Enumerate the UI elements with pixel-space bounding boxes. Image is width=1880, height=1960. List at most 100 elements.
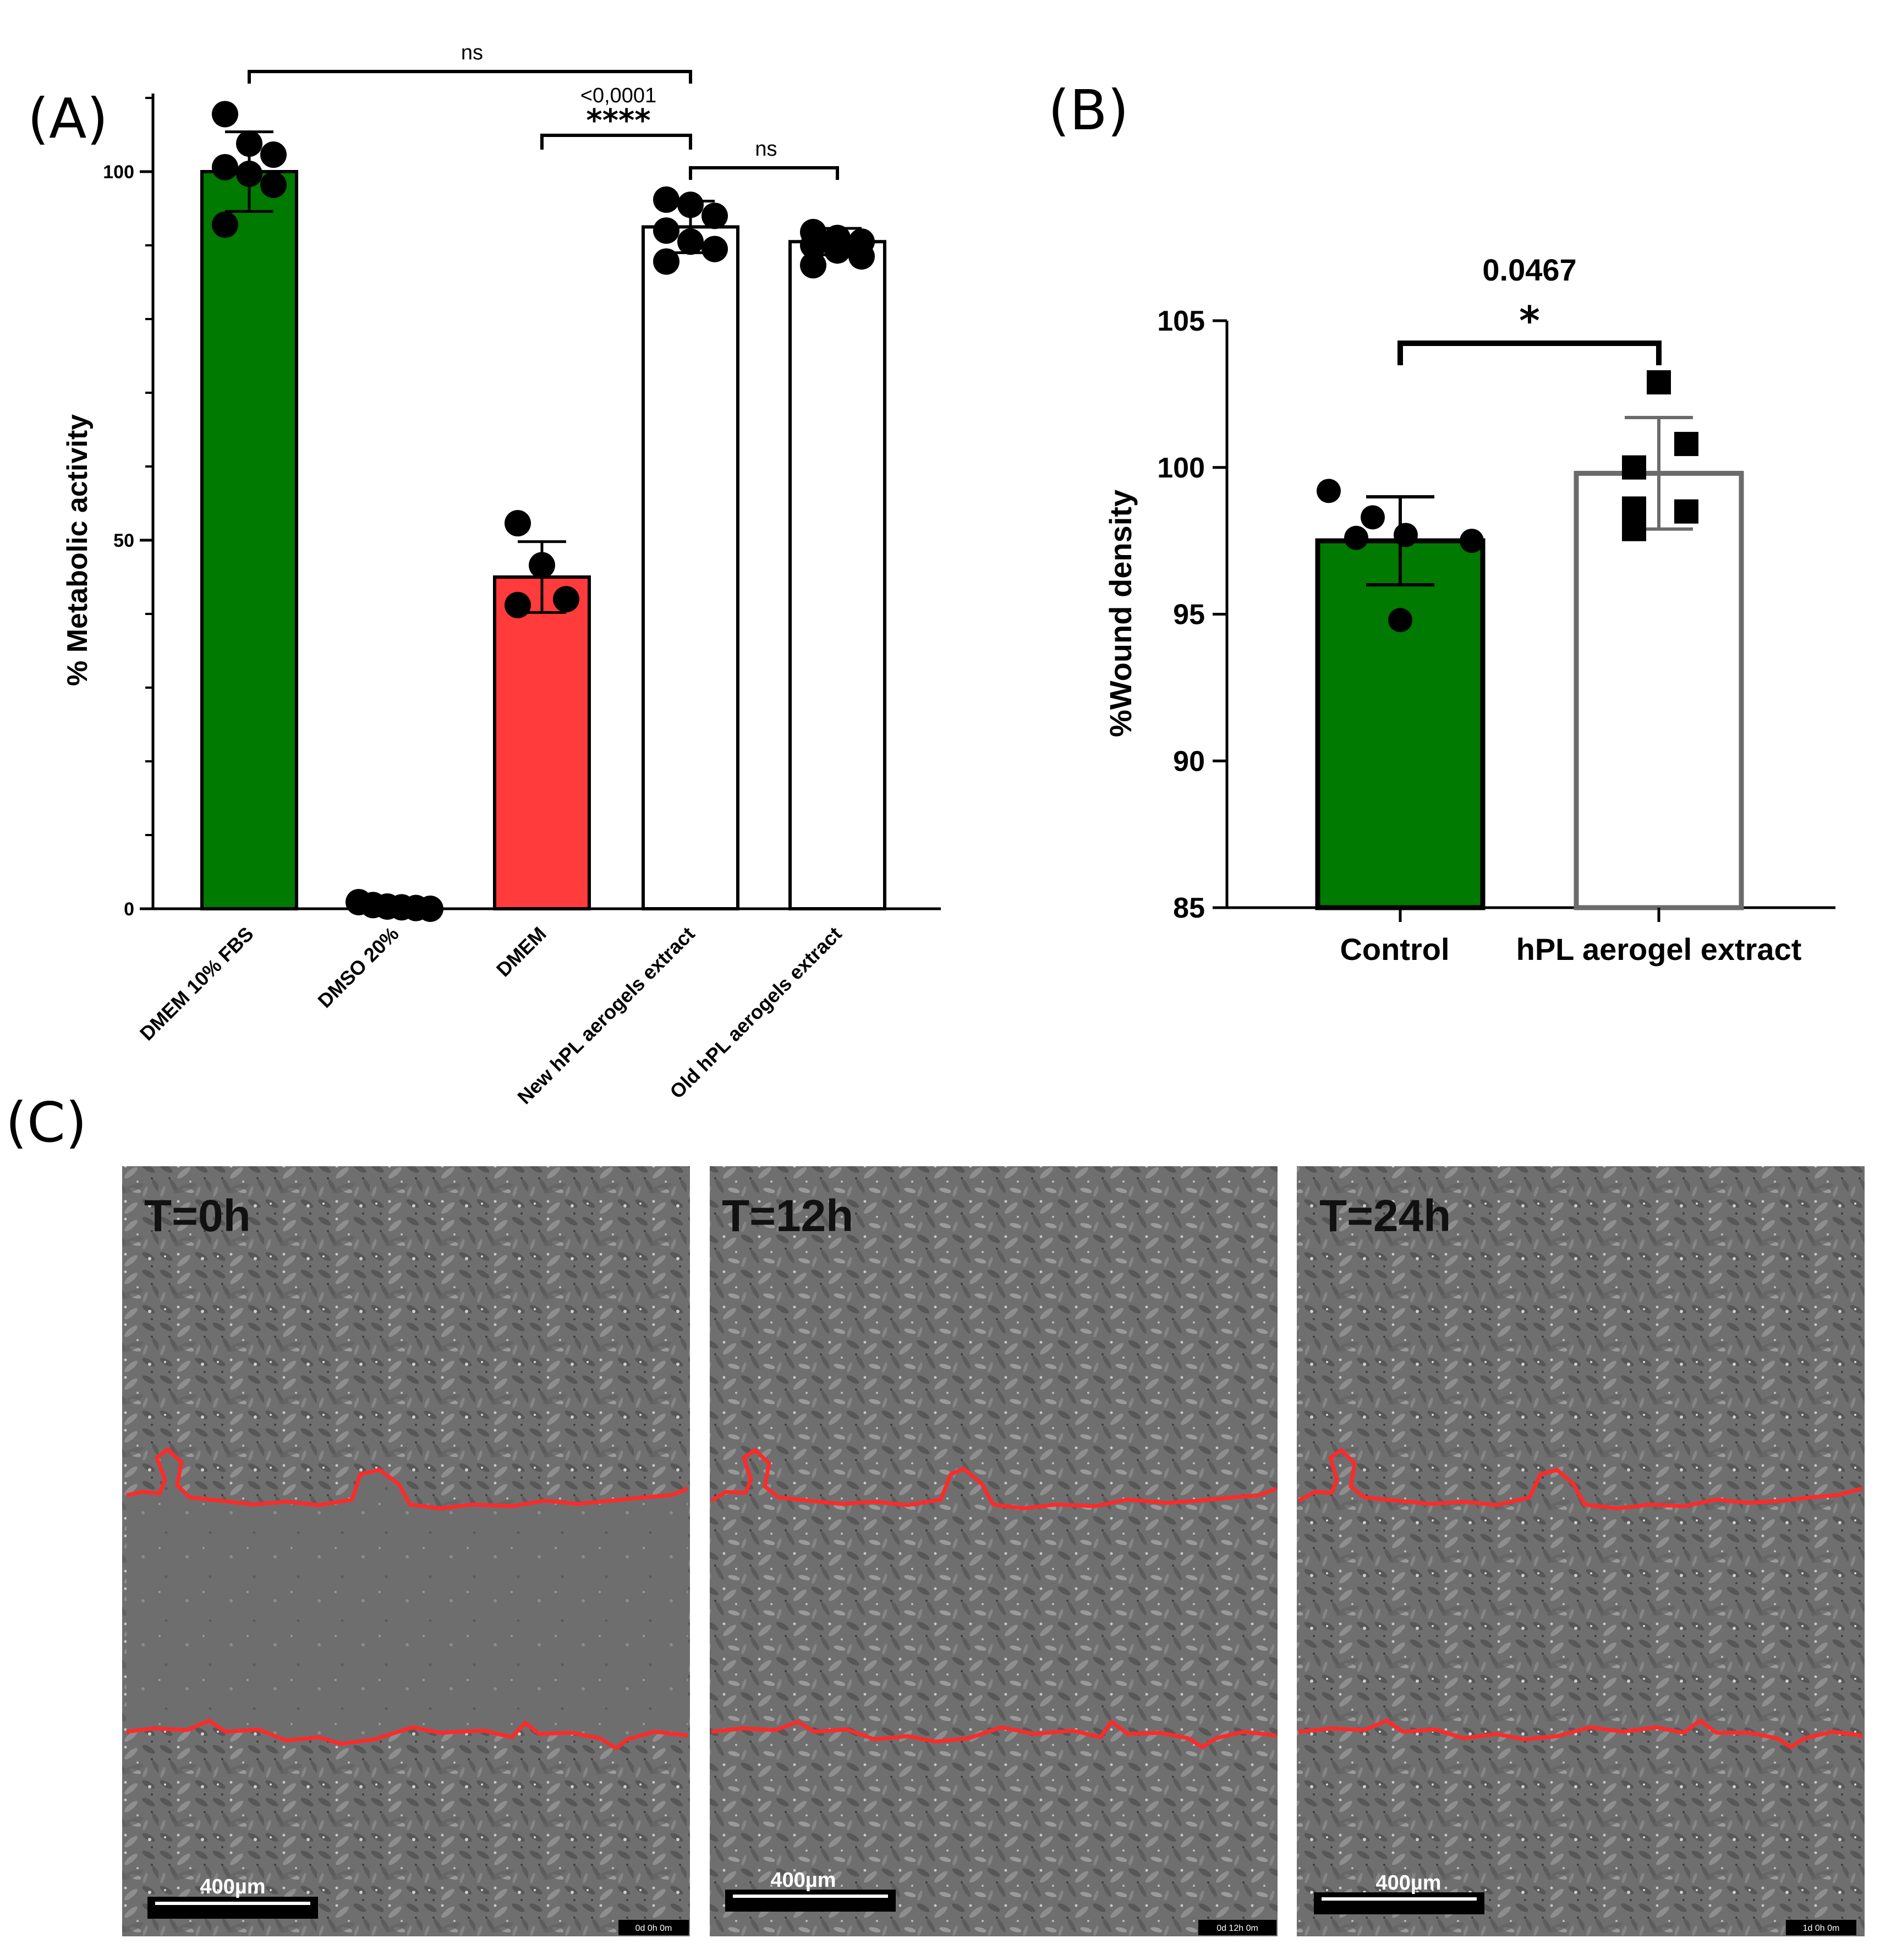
point-a-2-3: [505, 591, 531, 618]
point-b-0-0: [1317, 479, 1341, 503]
scale-bar-small-t0: 400 µm: [224, 1909, 241, 1914]
wound-edge-top-t0: [126, 1447, 689, 1511]
x-label-b-1: hPL aerogel extract: [1516, 932, 1802, 967]
point-b-0-1: [1361, 505, 1385, 530]
point-a-4-4: [824, 237, 851, 264]
sig-bracket-b: [1397, 341, 1662, 365]
y-ticks-a: 0 50 100: [103, 97, 153, 920]
y-tick-label-b-100: 100: [1157, 452, 1205, 484]
bars-b: [1315, 470, 1744, 910]
micrograph-t12-image: [710, 1166, 1278, 1936]
bar-a-4: [788, 240, 886, 910]
bars-a: [200, 170, 886, 910]
point-a-0-1: [236, 130, 262, 157]
point-a-4-3: [800, 232, 826, 259]
y-tick-label-b-85: 85: [1173, 892, 1205, 924]
point-a-3-3: [653, 217, 679, 244]
y-ticks-b: 85 90 95 100 105: [1157, 305, 1227, 924]
time-label-t0: T=0h: [144, 1191, 251, 1241]
wound-gap-t0: [127, 1450, 688, 1748]
y-tick-label-a-100: 100: [103, 162, 134, 183]
y-axis-label-b: %Wound density: [1103, 490, 1138, 737]
timestamp-t12: 0d 12h 0m: [1216, 1924, 1258, 1933]
point-b-0-3: [1394, 523, 1418, 547]
x-label-a-0: DMEM 10% FBS: [135, 923, 258, 1045]
point-a-2-1: [529, 552, 555, 579]
point-a-2-2: [553, 586, 579, 613]
point-a-3-5: [701, 235, 728, 262]
point-a-3-6: [653, 248, 679, 275]
x-label-b-0: Control: [1340, 932, 1449, 967]
y-axis-label-a: % Metabolic activity: [62, 414, 94, 686]
point-a-0-5: [260, 172, 287, 199]
timestamp-box-t0: [618, 1920, 689, 1935]
y-tick-label-b-90: 90: [1173, 745, 1205, 777]
point-a-4-5: [848, 243, 875, 270]
sig-bracket-a-2: [689, 166, 839, 180]
significance-a: ns <0,0001**** ns: [248, 41, 839, 180]
panel-label-c: (C): [6, 1090, 87, 1155]
point-a-2-0: [505, 510, 531, 537]
sig-label-a-0: ns: [461, 41, 483, 64]
error-bars-a: [225, 130, 862, 614]
point-a-3-0: [653, 186, 679, 213]
x-labels-b: Control hPL aerogel extract: [1340, 908, 1801, 967]
bar-a-3: [642, 225, 739, 910]
point-a-1-5: [417, 896, 443, 922]
bar-b-0: [1315, 538, 1486, 910]
bar-b-1: [1574, 470, 1744, 910]
time-label-t24: T=24h: [1319, 1191, 1451, 1241]
time-label-t12: T=12h: [722, 1191, 853, 1241]
scale-label-t0: 400µm: [200, 1875, 265, 1898]
x-label-a-1: DMSO 20%: [313, 923, 403, 1012]
chart-b: 85 90 95 100 105 %Wound density Control hPL a…: [1103, 252, 1835, 967]
point-b-0-4: [1460, 529, 1484, 553]
point-a-0-0: [212, 101, 238, 128]
y-tick-label-a-50: 50: [113, 530, 134, 551]
point-b-0-2: [1344, 525, 1368, 550]
sig-pvalue-b: 0.0467: [1482, 252, 1576, 287]
point-a-3-1: [677, 191, 704, 218]
scale-bar-small-t24: 400 µm: [1391, 1904, 1407, 1910]
point-b-0-5: [1388, 608, 1412, 633]
scale-bar-box-t0: [147, 1897, 318, 1919]
point-b-1-3: [1674, 499, 1698, 524]
bar-a-0: [200, 170, 298, 910]
sig-star-b: *: [1519, 298, 1540, 344]
wound-edge-bottom-t24: [1298, 1718, 1863, 1750]
point-a-3-2: [701, 202, 728, 229]
point-b-1-1: [1674, 432, 1698, 457]
point-b-1-0: [1647, 370, 1671, 395]
micrograph-t0: T=0h 400 µm 400µm 0d 0h 0m: [122, 1166, 690, 1936]
sig-stars-a-1: ****: [586, 103, 650, 139]
timestamp-t0: 0d 0h 0m: [635, 1924, 672, 1933]
point-b-1-5: [1622, 517, 1646, 541]
point-a-4-6: [800, 252, 826, 279]
panel-label-b: (B): [1048, 78, 1129, 142]
point-b-1-2: [1622, 455, 1646, 480]
y-tick-label-b-95: 95: [1173, 599, 1205, 631]
sig-bracket-a-1: [540, 134, 692, 150]
timestamp-t24: 1d 0h 0m: [1803, 1924, 1840, 1933]
sig-label-a-2: ns: [755, 138, 777, 161]
micrograph-t24-image: [1297, 1166, 1865, 1936]
wound-edge-top-t12: [710, 1447, 1278, 1511]
wound-edge-bottom-t0: [126, 1719, 688, 1751]
micrographs: T=0h 400 µm 400µm 0d 0h 0m T=12h 400 µm …: [122, 1166, 1865, 1936]
timestamp-box-t24: [1786, 1920, 1856, 1935]
scale-bar-box-t24: [1314, 1892, 1484, 1914]
y-tick-label-a-0: 0: [124, 899, 134, 920]
scale-label-t24: 400µm: [1375, 1871, 1441, 1895]
micrograph-t24: T=24h 400 µm 400µm 1d 0h 0m: [1297, 1166, 1865, 1936]
timestamp-box-t12: [1198, 1920, 1276, 1935]
sig-pvalue-a-1: <0,0001: [580, 84, 656, 107]
scale-label-t12: 400µm: [770, 1869, 836, 1892]
scale-bar-box-t12: [725, 1890, 896, 1912]
x-label-a-4: Old hPL aerogels extract: [665, 923, 846, 1103]
point-b-1-4: [1622, 496, 1646, 521]
point-a-0-6: [212, 211, 238, 238]
significance-b: 0.0467 *: [1397, 252, 1662, 365]
panel-label-a: (A): [28, 86, 108, 151]
